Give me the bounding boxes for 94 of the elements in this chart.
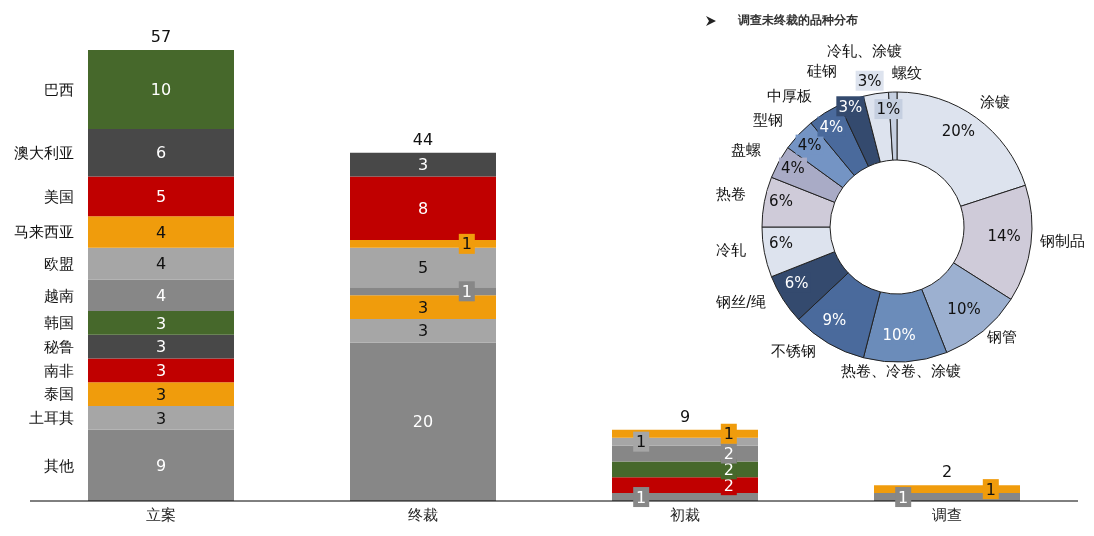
slice-label: 冷轧 <box>715 241 746 260</box>
data-label: 3 <box>417 321 429 341</box>
data-label: 5 <box>155 186 167 206</box>
series-label: 土耳其 <box>29 409 74 428</box>
data-label: 20 <box>412 412 434 432</box>
bar <box>88 334 234 359</box>
data-label: 5 <box>417 258 429 278</box>
data-label: 3 <box>155 384 167 404</box>
data-label: 10 <box>150 80 172 100</box>
data-label: 8 <box>417 198 429 218</box>
bar <box>88 429 234 501</box>
series-label: 美国 <box>44 187 74 206</box>
data-label: 2 <box>723 459 734 479</box>
bar <box>88 50 234 130</box>
slice-label: 冷轧、涂镀 <box>827 42 903 61</box>
bar <box>88 279 234 312</box>
bar <box>88 247 234 280</box>
data-label: 4% <box>781 158 805 177</box>
series-label: 泰国 <box>44 385 74 404</box>
total-label: 57 <box>150 27 172 46</box>
chart-title: 调查未终裁的品种分布 <box>738 12 858 29</box>
series-label: 秘鲁 <box>44 337 74 356</box>
data-label: 6% <box>769 234 793 253</box>
data-label: 1 <box>461 281 472 301</box>
bar <box>88 358 234 383</box>
data-label: 1 <box>636 432 647 452</box>
slice-label: 热卷、冷卷、涂镀 <box>841 361 962 380</box>
data-label: 6% <box>769 192 793 211</box>
bar <box>88 216 234 248</box>
data-label: 3 <box>155 337 167 357</box>
data-label: 1 <box>723 424 734 444</box>
series-label: 澳大利亚 <box>14 144 74 163</box>
data-label: 1 <box>985 479 996 499</box>
data-label: 3 <box>155 313 167 333</box>
series-label: 巴西 <box>44 80 74 99</box>
data-label: 1 <box>636 487 647 507</box>
data-label: 6 <box>155 143 167 163</box>
bar <box>88 382 234 407</box>
data-label: 2 <box>723 475 734 495</box>
x-tick-label: 调查 <box>932 505 962 524</box>
data-label: 1% <box>876 100 901 119</box>
data-label: 3% <box>838 97 863 116</box>
slice-label: 钢管 <box>985 328 1017 347</box>
bar <box>88 406 234 430</box>
data-label: 3 <box>155 361 167 381</box>
data-label: 9 <box>155 455 167 475</box>
series-label: 欧盟 <box>44 254 74 273</box>
series-label: 韩国 <box>44 314 74 333</box>
data-label: 1 <box>461 234 472 254</box>
data-label: 3% <box>857 72 882 91</box>
data-label: 2 <box>723 444 734 464</box>
data-label: 10% <box>882 326 916 345</box>
bar <box>350 319 496 343</box>
x-tick-label: 立案 <box>146 505 176 524</box>
bar <box>350 295 496 320</box>
series-label: 越南 <box>44 286 74 305</box>
slice-label: 钢制品 <box>1038 231 1085 250</box>
bar <box>612 461 758 478</box>
data-label: 9% <box>822 310 847 329</box>
slice-label: 钢丝/绳 <box>715 293 767 312</box>
bar <box>88 129 234 177</box>
series-label: 马来西亚 <box>14 223 74 242</box>
slice-label: 型钢 <box>753 111 784 130</box>
x-tick-label: 初裁 <box>670 505 700 524</box>
total-label: 2 <box>941 462 953 482</box>
data-label: 4 <box>155 254 167 274</box>
bar <box>350 342 496 501</box>
slice-label: 盘螺 <box>731 141 762 160</box>
data-label: 4 <box>155 285 167 305</box>
total-label: 9 <box>679 406 691 426</box>
data-label: 20% <box>941 121 976 140</box>
data-label: 3 <box>417 155 429 175</box>
series-label: 其他 <box>44 456 74 475</box>
bar <box>350 152 496 177</box>
slice-label: 中厚板 <box>767 87 813 106</box>
bar <box>88 311 234 335</box>
data-label: 4% <box>819 117 844 136</box>
x-tick-label: 终裁 <box>408 505 438 524</box>
total-label: 44 <box>412 129 434 149</box>
slice-label: 螺纹 <box>892 64 923 83</box>
slice-label: 硅钢 <box>806 61 838 80</box>
data-label: 4% <box>797 135 822 154</box>
series-label: 南非 <box>44 361 74 380</box>
legend-label: 热卷 <box>715 185 746 204</box>
data-label: 4 <box>155 222 167 242</box>
data-label: 10% <box>947 300 981 319</box>
data-label: 3 <box>155 408 167 428</box>
data-label: 1 <box>898 487 909 507</box>
bar <box>88 176 234 217</box>
data-label: 6% <box>784 273 809 292</box>
slice-label: 涂镀 <box>979 92 1010 111</box>
data-label: 14% <box>987 227 1021 246</box>
slice-label: 不锈钢 <box>771 341 817 360</box>
data-label: 3 <box>417 297 429 317</box>
